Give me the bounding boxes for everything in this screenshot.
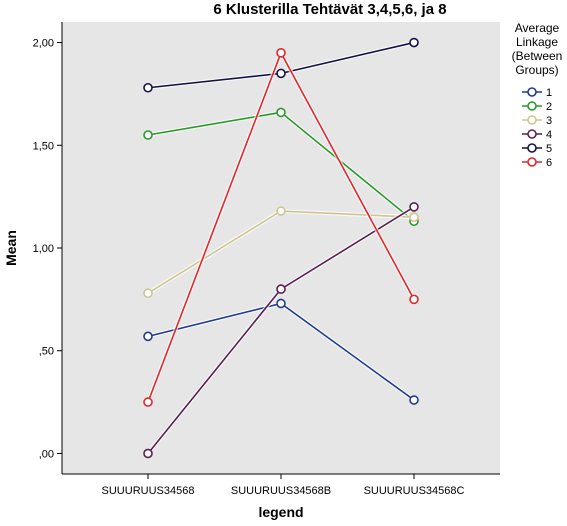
data-point-2 <box>143 130 153 140</box>
x-axis-ticks: SUUURUUS34568 SUUURUUS34568B SUUURUUS34568… <box>102 474 465 497</box>
legend-item-label: 2 <box>546 101 552 113</box>
data-point-4 <box>409 202 419 212</box>
legend-swatch-marker <box>527 87 537 97</box>
legend-swatch-marker <box>527 115 537 125</box>
data-point-6 <box>143 397 153 407</box>
data-point-1 <box>143 331 153 342</box>
y-tick-label: 1,50 <box>33 140 54 152</box>
legend-title: (Between <box>512 49 563 63</box>
data-point-4 <box>143 448 153 459</box>
legend-item-label: 6 <box>546 157 552 169</box>
data-point-1 <box>276 298 286 309</box>
y-tick-label: 2,00 <box>33 38 54 50</box>
legend-item-label: 4 <box>546 129 552 141</box>
y-axis-ticks: ,00 ,50 1,00 1,50 2,00 <box>33 38 62 460</box>
data-point-4 <box>276 284 286 294</box>
legend-item-label: 1 <box>546 87 552 99</box>
x-tick-label: SUUURUUS34568B <box>231 485 331 497</box>
data-point-1 <box>409 395 419 405</box>
y-tick-label: ,50 <box>39 346 54 358</box>
series-points <box>143 37 419 459</box>
y-axis-title: Mean <box>3 230 19 266</box>
legend-title: Average <box>515 21 560 35</box>
x-axis-title: legend <box>258 504 303 520</box>
legend-swatch-marker <box>527 157 537 167</box>
data-point-6 <box>409 294 419 305</box>
data-point-5 <box>276 68 286 79</box>
legend-item-label: 5 <box>546 143 552 155</box>
y-tick-label: ,00 <box>39 448 54 460</box>
chart-title: 6 Klusterilla Tehtävät 3,4,5,6, ja 8 <box>213 1 446 18</box>
data-point-2 <box>276 107 286 118</box>
data-point-5 <box>143 82 153 93</box>
legend-item-label: 3 <box>546 115 552 127</box>
legend-swatch-marker <box>527 143 537 153</box>
x-tick-label: SUUURUUS34568 <box>102 485 195 497</box>
legend-swatch-marker <box>527 129 537 139</box>
y-tick-label: 1,00 <box>33 243 54 255</box>
plot-area <box>62 22 500 474</box>
data-point-3 <box>409 212 419 222</box>
x-tick-label: SUUURUUS34568C <box>364 485 465 497</box>
data-point-3 <box>143 288 153 299</box>
legend-title: Linkage <box>516 35 558 49</box>
legend-swatch-marker <box>527 101 537 111</box>
legend-title: Groups) <box>515 63 558 77</box>
data-point-3 <box>276 206 286 216</box>
data-point-6 <box>276 48 286 58</box>
data-point-5 <box>409 37 419 48</box>
